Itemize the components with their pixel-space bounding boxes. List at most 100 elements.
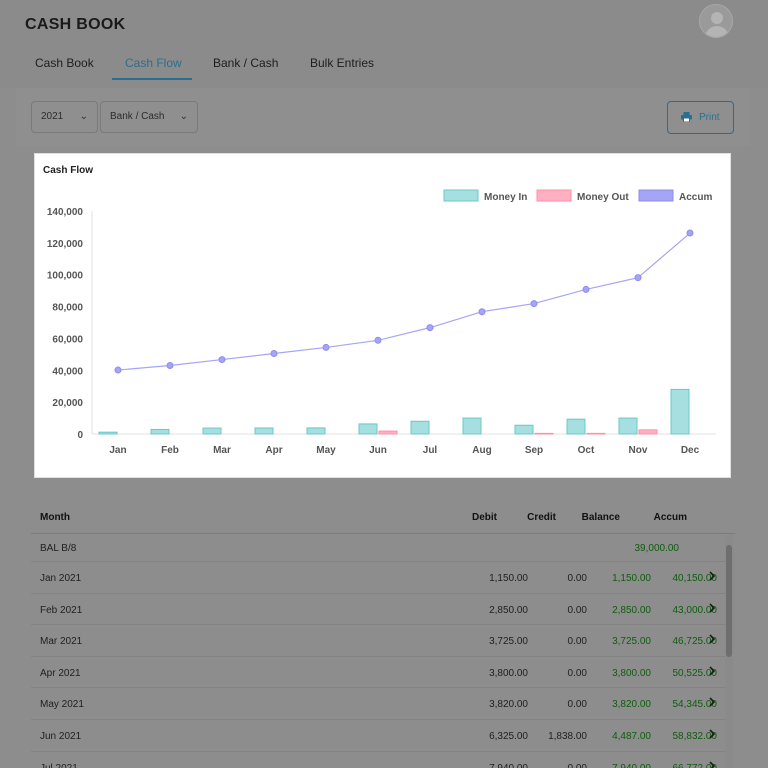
- avatar-head-icon: [711, 12, 723, 24]
- row-debit: 3,820.00: [489, 699, 528, 711]
- row-debit: 3,800.00: [489, 667, 528, 679]
- x-tick-label: Sep: [525, 445, 543, 456]
- chevron-right-icon[interactable]: [707, 665, 717, 677]
- chevron-right-icon[interactable]: [707, 633, 717, 645]
- chevron-down-icon: ⌄: [79, 111, 88, 122]
- x-tick-label: Dec: [681, 445, 700, 456]
- accum-point: [686, 229, 694, 237]
- table-row[interactable]: May 2021 3,820.00 0.00 3,820.00 54,345.00: [31, 688, 727, 720]
- row-debit: 6,325.00: [489, 731, 528, 742]
- chevron-right-icon[interactable]: [707, 602, 717, 614]
- tab-cash-book[interactable]: Cash Book: [35, 56, 94, 70]
- accum-point: [166, 362, 174, 370]
- avatar-body-icon: [705, 26, 729, 37]
- row-balance: 7,940.00: [612, 763, 651, 768]
- column-balance: Balance: [581, 512, 620, 523]
- row-month: Mar 2021: [40, 636, 83, 648]
- print-button[interactable]: Print: [667, 101, 734, 134]
- scrollbar-thumb[interactable]: [726, 545, 732, 657]
- y-tick-label: 0: [77, 430, 83, 441]
- row-balance: 1,150.00: [612, 573, 651, 584]
- avatar[interactable]: [699, 4, 733, 38]
- accum-point: [478, 308, 486, 316]
- money-in-bar: [618, 417, 638, 435]
- money-in-bar: [98, 431, 118, 435]
- row-credit: 0.00: [567, 573, 587, 584]
- accum-point: [530, 300, 538, 308]
- money-in-bar: [410, 420, 430, 435]
- chart-title: Cash Flow: [43, 165, 93, 176]
- money-out-bar: [638, 429, 658, 435]
- money-in-bar: [254, 427, 274, 435]
- row-credit: 0.00: [568, 763, 587, 768]
- row-month: Feb 2021: [40, 604, 83, 616]
- row-credit: 1,838.00: [548, 731, 587, 742]
- tab-cash-flow[interactable]: Cash Flow: [125, 56, 182, 70]
- account-select[interactable]: Bank / Cash ⌄: [100, 101, 198, 133]
- chevron-right-icon[interactable]: [707, 728, 717, 740]
- y-tick-label: 60,000: [52, 334, 83, 345]
- table-row[interactable]: Jul 2021 7,940.00 0.00 7,940.00 66,772.00: [31, 752, 727, 768]
- table-row[interactable]: Mar 2021 3,725.00 0.00 3,725.00 46,725.00: [31, 625, 727, 657]
- legend-label: Money In: [484, 192, 527, 203]
- chevron-right-icon[interactable]: [707, 570, 717, 582]
- app-header: CASH BOOK Cash Book Cash Flow Bank / Cas…: [0, 0, 768, 88]
- page-title: CASH BOOK: [25, 16, 126, 33]
- row-credit: 0.00: [567, 699, 587, 711]
- chevron-right-icon[interactable]: [707, 760, 717, 768]
- accum-point: [322, 343, 330, 351]
- row-credit: 0.00: [567, 604, 587, 616]
- x-tick-label: Jan: [109, 445, 126, 456]
- money-in-bar: [150, 428, 170, 435]
- row-balance: 4,487.00: [612, 731, 651, 742]
- chart-legend: Money In Money Out Accum: [443, 189, 712, 203]
- x-tick-label: Mar: [213, 445, 231, 456]
- row-month: Jul 2021: [40, 763, 78, 768]
- x-tick-label: Nov: [629, 445, 648, 456]
- tab-bank-cash[interactable]: Bank / Cash: [213, 56, 279, 70]
- column-credit: Credit: [527, 512, 556, 523]
- row-balance: 3,820.00: [612, 699, 651, 711]
- chevron-right-icon[interactable]: [707, 696, 717, 708]
- row-debit: 3,725.00: [489, 636, 528, 648]
- cash-flow-table: Month Debit Credit Balance Accum BAL B/8…: [31, 500, 735, 768]
- legend-swatch: [638, 189, 674, 202]
- year-select-value: 2021: [41, 111, 64, 122]
- table-row[interactable]: Feb 2021 2,850.00 0.00 2,850.00 43,000.00: [31, 594, 727, 626]
- y-tick-label: 140,000: [47, 207, 84, 218]
- chevron-down-icon: ⌄: [179, 111, 188, 122]
- money-out-bar: [586, 432, 606, 435]
- table-row[interactable]: Apr 2021 3,800.00 0.00 3,800.00 50,525.00: [31, 657, 727, 689]
- row-debit: 1,150.00: [489, 573, 528, 584]
- tab-bulk-entries[interactable]: Bulk Entries: [310, 56, 375, 70]
- money-in-bar: [514, 424, 534, 435]
- money-in-bar: [202, 427, 222, 435]
- year-select[interactable]: 2021 ⌄: [31, 101, 98, 133]
- row-accum: 50,525.00: [672, 667, 718, 679]
- legend-swatch: [443, 189, 479, 202]
- toolbar: 2021 ⌄ Bank / Cash ⌄ Print: [16, 88, 750, 146]
- table-scrollbar[interactable]: [725, 535, 733, 768]
- opening-label: BAL B/8: [40, 543, 77, 554]
- printer-icon: [681, 112, 692, 122]
- accum-line: [114, 229, 694, 374]
- opening-accum: 39,000.00: [634, 543, 680, 554]
- row-credit: 0.00: [567, 636, 587, 648]
- money-in-bar: [566, 418, 586, 435]
- table-row[interactable]: Jan 2021 1,150.00 0.00 1,150.00 40,150.00: [31, 562, 727, 594]
- accum-point: [374, 336, 382, 344]
- x-tick-label: Aug: [472, 445, 491, 456]
- accum-point: [114, 366, 122, 374]
- row-balance: 3,725.00: [612, 636, 651, 648]
- accum-line-path: [117, 232, 691, 371]
- y-tick-label: 20,000: [52, 398, 83, 409]
- table-row[interactable]: Jun 2021 6,325.00 1,838.00 4,487.00 58,832.0…: [31, 720, 727, 752]
- row-accum: 43,000.00: [672, 604, 718, 616]
- x-tick-label: Feb: [161, 445, 179, 456]
- opening-balance-row: BAL B/8 39,000.00: [31, 534, 727, 562]
- y-tick-label: 100,000: [47, 271, 84, 282]
- row-month: Jun 2021: [40, 731, 82, 742]
- x-tick-label: Jun: [369, 445, 387, 456]
- x-tick-label: Oct: [578, 445, 595, 456]
- active-tab-indicator: [112, 78, 192, 80]
